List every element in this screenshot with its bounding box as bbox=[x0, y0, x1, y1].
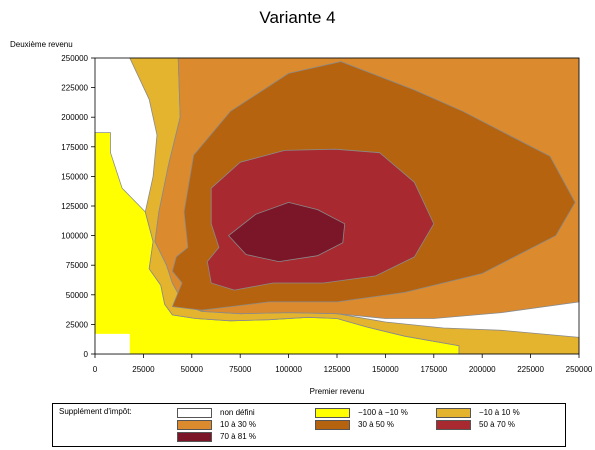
legend-label: non défini bbox=[220, 408, 255, 417]
y-tick-label: 175000 bbox=[61, 143, 88, 152]
legend-swatch bbox=[177, 432, 212, 442]
x-tick-label: 200000 bbox=[469, 365, 496, 374]
legend-swatch bbox=[177, 408, 212, 418]
axes: 0 25000 50000 75000 100000 125000 150000 175000… bbox=[61, 54, 593, 374]
y-tick-label: 50000 bbox=[66, 291, 89, 300]
legend-label: 50 à 70 % bbox=[479, 420, 516, 429]
x-tick-label: 0 bbox=[93, 365, 98, 374]
chart-title: Variante 4 bbox=[259, 8, 336, 27]
legend-swatch bbox=[315, 408, 350, 418]
x-tick-label: 150000 bbox=[372, 365, 399, 374]
y-tick-label: 200000 bbox=[61, 113, 88, 122]
legend: Supplément d'impôt: non défini −100 à −10… bbox=[52, 403, 566, 447]
legend-label: −10 à 10 % bbox=[479, 408, 520, 417]
legend-swatch bbox=[315, 420, 350, 430]
legend-swatch bbox=[436, 408, 471, 418]
x-tick-label: 75000 bbox=[229, 365, 252, 374]
y-axis-label: Deuxième revenu bbox=[10, 40, 73, 49]
contour-regions bbox=[94, 57, 580, 355]
y-tick-label: 150000 bbox=[61, 172, 88, 181]
legend-swatch bbox=[436, 420, 471, 430]
legend-label: 70 à 81 % bbox=[220, 432, 257, 441]
x-tick-label: 50000 bbox=[181, 365, 204, 374]
y-tick-label: 125000 bbox=[61, 202, 88, 211]
x-tick-label: 250000 bbox=[566, 365, 593, 374]
contour-plot: 0 25000 50000 75000 100000 125000 150000 175000… bbox=[61, 54, 593, 374]
legend-label: 30 à 50 % bbox=[358, 420, 395, 429]
x-tick-label: 25000 bbox=[132, 365, 155, 374]
y-tick-label: 75000 bbox=[66, 261, 89, 270]
contour-region-6 bbox=[95, 333, 130, 354]
y-tick-label: 25000 bbox=[66, 320, 89, 329]
x-tick-label: 225000 bbox=[517, 365, 544, 374]
x-tick-label: 125000 bbox=[324, 365, 351, 374]
y-tick-label: 0 bbox=[84, 350, 89, 359]
y-tick-label: 250000 bbox=[61, 54, 88, 63]
x-tick-label: 100000 bbox=[275, 365, 302, 374]
legend-label: 10 à 30 % bbox=[220, 420, 257, 429]
y-tick-label: 225000 bbox=[61, 84, 88, 93]
y-tick-label: 100000 bbox=[61, 232, 88, 241]
legend-swatch bbox=[177, 420, 212, 430]
x-tick-label: 175000 bbox=[420, 365, 447, 374]
contour-region-5 bbox=[228, 201, 346, 263]
legend-label: −100 à −10 % bbox=[358, 408, 408, 417]
x-axis-label: Premier revenu bbox=[309, 387, 365, 396]
legend-title: Supplément d'impôt: bbox=[59, 407, 132, 416]
